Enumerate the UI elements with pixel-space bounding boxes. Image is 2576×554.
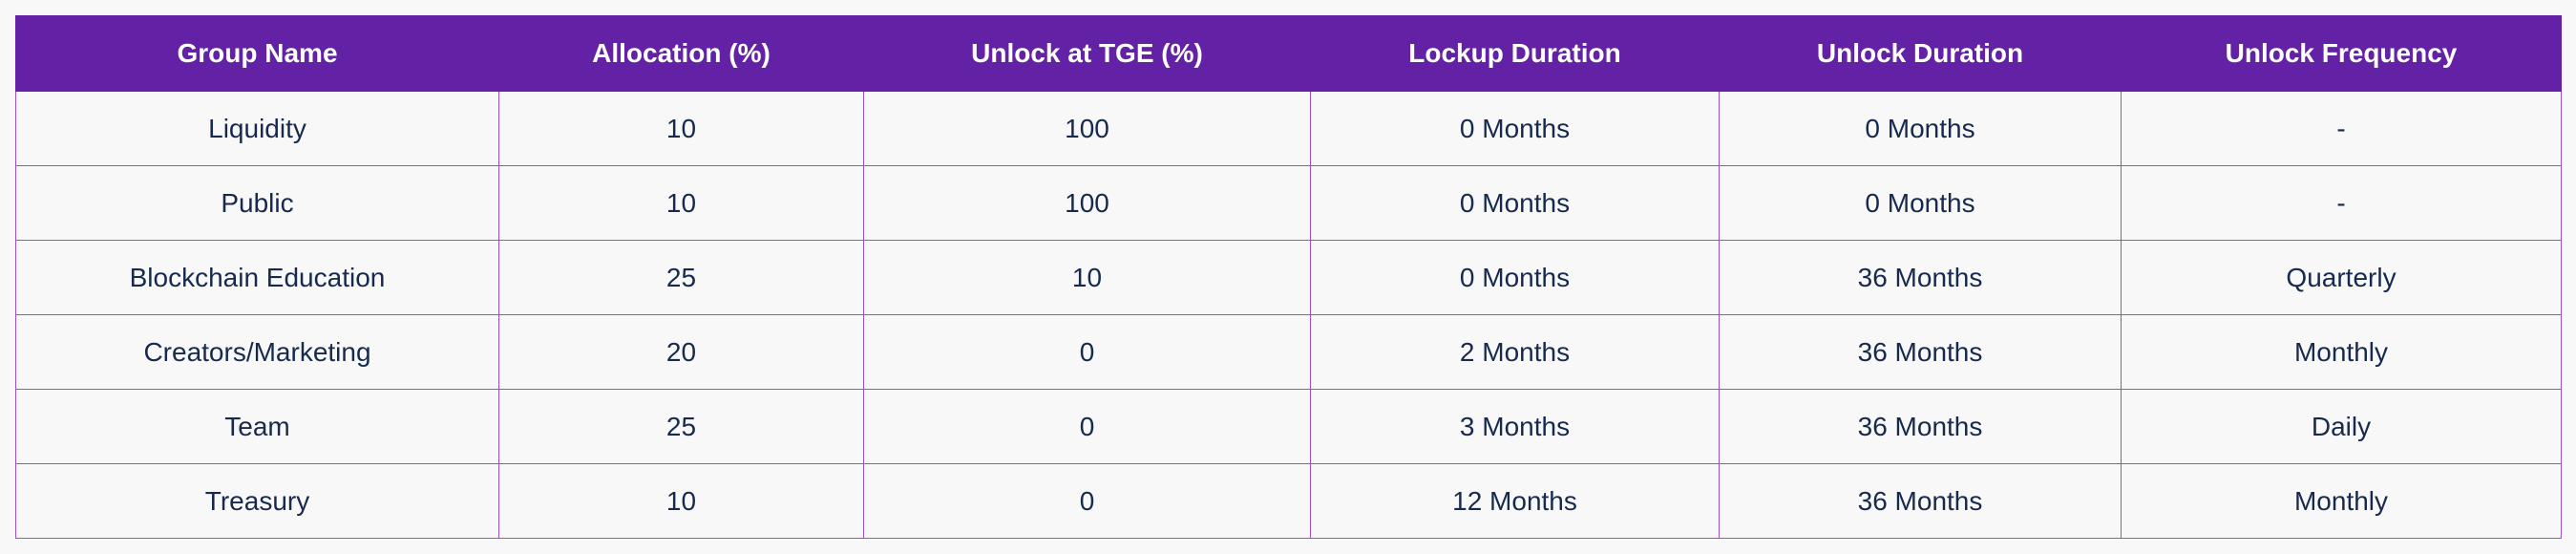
cell-lockup-duration: 0 Months bbox=[1310, 240, 1720, 315]
cell-unlock-duration: 0 Months bbox=[1719, 165, 2122, 241]
cell-unlock-frequency: Monthly bbox=[2121, 463, 2562, 539]
cell-unlock-duration: 36 Months bbox=[1719, 389, 2122, 464]
header-unlock-frequency: Unlock Frequency bbox=[2121, 15, 2562, 92]
cell-group-name: Creators/Marketing bbox=[15, 314, 499, 390]
cell-allocation: 25 bbox=[498, 240, 864, 315]
cell-lockup-duration: 0 Months bbox=[1310, 91, 1720, 166]
cell-unlock-at-tge: 10 bbox=[863, 240, 1311, 315]
cell-allocation: 10 bbox=[498, 165, 864, 241]
cell-group-name: Team bbox=[15, 389, 499, 464]
header-group-name: Group Name bbox=[15, 15, 499, 92]
table-header: Group Name Allocation (%) Unlock at TGE … bbox=[15, 15, 2562, 92]
cell-unlock-frequency: - bbox=[2121, 91, 2562, 166]
header-allocation: Allocation (%) bbox=[498, 15, 864, 92]
header-row: Group Name Allocation (%) Unlock at TGE … bbox=[15, 15, 2562, 92]
table-row: Blockchain Education 25 10 0 Months 36 M… bbox=[15, 240, 2562, 315]
cell-unlock-frequency: - bbox=[2121, 165, 2562, 241]
cell-unlock-duration: 0 Months bbox=[1719, 91, 2122, 166]
cell-unlock-at-tge: 100 bbox=[863, 165, 1311, 241]
table-row: Liquidity 10 100 0 Months 0 Months - bbox=[15, 91, 2562, 166]
cell-group-name: Treasury bbox=[15, 463, 499, 539]
table-row: Public 10 100 0 Months 0 Months - bbox=[15, 165, 2562, 241]
cell-unlock-frequency: Monthly bbox=[2121, 314, 2562, 390]
cell-unlock-duration: 36 Months bbox=[1719, 314, 2122, 390]
tokenomics-table: Group Name Allocation (%) Unlock at TGE … bbox=[15, 15, 2562, 539]
table-row: Creators/Marketing 20 0 2 Months 36 Mont… bbox=[15, 314, 2562, 390]
cell-allocation: 20 bbox=[498, 314, 864, 390]
tokenomics-table-container: Group Name Allocation (%) Unlock at TGE … bbox=[15, 15, 2562, 539]
table-row: Treasury 10 0 12 Months 36 Months Monthl… bbox=[15, 463, 2562, 539]
cell-group-name: Liquidity bbox=[15, 91, 499, 166]
cell-lockup-duration: 3 Months bbox=[1310, 389, 1720, 464]
cell-lockup-duration: 2 Months bbox=[1310, 314, 1720, 390]
cell-lockup-duration: 12 Months bbox=[1310, 463, 1720, 539]
header-unlock-duration: Unlock Duration bbox=[1719, 15, 2122, 92]
cell-unlock-at-tge: 0 bbox=[863, 463, 1311, 539]
cell-allocation: 10 bbox=[498, 463, 864, 539]
cell-allocation: 25 bbox=[498, 389, 864, 464]
cell-unlock-at-tge: 0 bbox=[863, 389, 1311, 464]
cell-unlock-duration: 36 Months bbox=[1719, 463, 2122, 539]
cell-lockup-duration: 0 Months bbox=[1310, 165, 1720, 241]
cell-unlock-frequency: Quarterly bbox=[2121, 240, 2562, 315]
cell-unlock-frequency: Daily bbox=[2121, 389, 2562, 464]
header-unlock-at-tge: Unlock at TGE (%) bbox=[863, 15, 1311, 92]
cell-unlock-at-tge: 0 bbox=[863, 314, 1311, 390]
cell-unlock-duration: 36 Months bbox=[1719, 240, 2122, 315]
cell-group-name: Blockchain Education bbox=[15, 240, 499, 315]
cell-allocation: 10 bbox=[498, 91, 864, 166]
cell-unlock-at-tge: 100 bbox=[863, 91, 1311, 166]
table-row: Team 25 0 3 Months 36 Months Daily bbox=[15, 389, 2562, 464]
cell-group-name: Public bbox=[15, 165, 499, 241]
header-lockup-duration: Lockup Duration bbox=[1310, 15, 1720, 92]
table-body: Liquidity 10 100 0 Months 0 Months - Pub… bbox=[15, 91, 2562, 539]
